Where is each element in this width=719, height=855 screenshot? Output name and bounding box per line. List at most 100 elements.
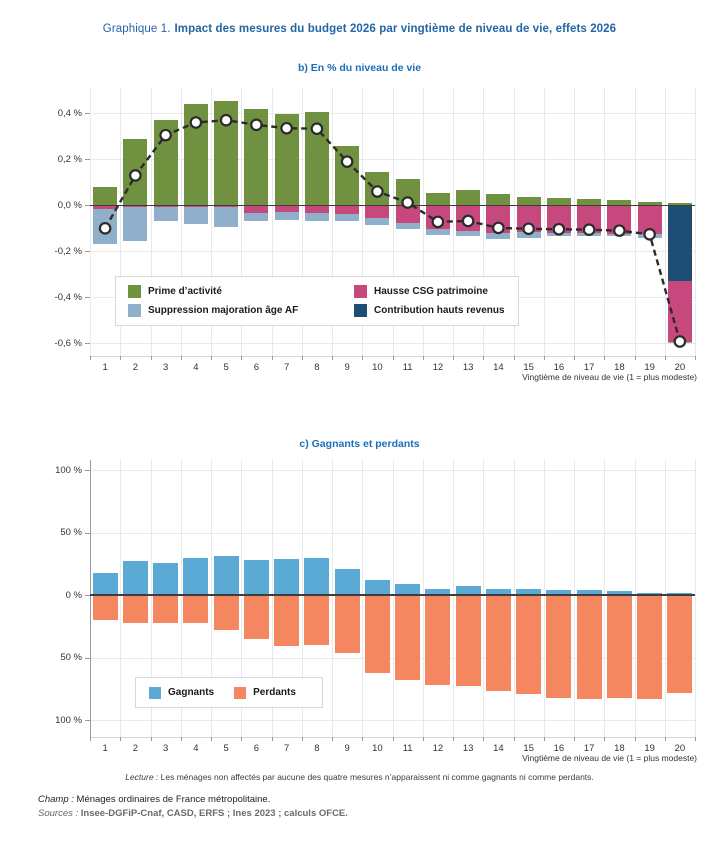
y-tick-label: -0,4 % <box>54 291 82 303</box>
hauts-revenus-swatch-icon <box>354 304 367 317</box>
bar-segment <box>455 586 481 595</box>
x-tick-label: 9 <box>344 743 350 754</box>
grid-line-vertical <box>695 460 696 737</box>
bar-segment <box>153 595 179 623</box>
x-axis-tick <box>211 356 212 360</box>
bar-segment <box>243 560 269 595</box>
x-axis-tick <box>241 356 243 360</box>
bar-segment <box>395 595 421 680</box>
grid-line-vertical <box>513 460 515 737</box>
y-tick-label: 0,2 % <box>57 153 82 165</box>
x-tick-label: 9 <box>344 362 350 373</box>
y-axis-tick <box>85 113 90 115</box>
x-tick-label: 8 <box>314 743 320 754</box>
grid-line-vertical <box>453 460 454 737</box>
bar-segment <box>576 590 602 595</box>
x-axis-tick <box>604 737 606 741</box>
x-tick-label: 20 <box>674 362 686 373</box>
champ-text: Ménages ordinaires de France métropolita… <box>73 794 271 805</box>
legend-item-majoration-af: Suppression majoration âge AF <box>128 304 354 317</box>
x-axis-tick <box>695 356 696 360</box>
grid-line-vertical <box>211 460 212 737</box>
x-tick-label: 10 <box>372 362 383 373</box>
x-axis-tick <box>120 737 122 741</box>
x-axis-tick <box>483 737 485 741</box>
bar-segment <box>92 572 118 595</box>
grid-line-vertical <box>483 460 485 737</box>
grid-line-horizontal <box>90 532 695 534</box>
x-tick-label: 18 <box>614 362 625 373</box>
grid-line-vertical <box>90 88 91 356</box>
x-axis-tick <box>422 737 424 741</box>
bar-segment <box>606 595 632 698</box>
bar-segment <box>183 557 209 595</box>
bar-segment <box>576 595 602 699</box>
x-tick-label: 11 <box>402 743 413 754</box>
x-tick-label: 11 <box>402 362 413 373</box>
y-axis-tick <box>85 470 90 471</box>
x-axis-tick <box>332 737 333 741</box>
x-tick-label: 1 <box>102 362 108 373</box>
bar-segment <box>485 595 511 692</box>
x-axis-tick <box>543 356 545 360</box>
bar-segment <box>364 595 390 673</box>
y-axis-tick <box>85 251 90 253</box>
legend-label-majoration-af: Suppression majoration âge AF <box>148 305 299 316</box>
x-tick-label: 17 <box>583 743 595 754</box>
grid-line-vertical <box>362 460 364 737</box>
x-axis-tick <box>271 356 273 360</box>
grid-line-vertical <box>634 460 636 737</box>
sources-note: Sources : Insee-DGFiP-Cnaf, CASD, ERFS ;… <box>38 808 348 819</box>
y-tick-label: 50 % <box>60 527 82 538</box>
legend-item-hauts-revenus: Contribution hauts revenus <box>354 304 518 317</box>
x-axis-tick <box>150 356 152 360</box>
grid-line-vertical <box>574 460 575 737</box>
chart-b-x-axis-label: Vingtième de niveau de vie (1 = plus mod… <box>522 372 697 382</box>
csg-patrimoine-swatch-icon <box>354 285 367 298</box>
x-axis-tick <box>241 737 243 741</box>
x-axis-tick <box>695 737 696 741</box>
y-axis-line <box>90 460 91 737</box>
perdants-swatch-icon <box>234 686 247 699</box>
x-tick-label: 12 <box>432 362 444 373</box>
y-axis-tick <box>85 205 90 207</box>
x-tick-label: 19 <box>644 362 655 373</box>
bar-segment <box>546 590 572 595</box>
bar-segment <box>243 595 269 639</box>
x-tick-label: 3 <box>162 743 169 754</box>
grid-line-vertical <box>392 460 394 737</box>
grid-line-horizontal <box>90 470 695 471</box>
x-axis-tick <box>180 356 182 360</box>
bar-segment <box>516 589 542 595</box>
grid-line-vertical <box>604 460 606 737</box>
legend-label-csg-patrimoine: Hausse CSG patrimoine <box>374 286 488 297</box>
bar-segment <box>516 595 542 694</box>
grid-line-vertical <box>543 460 545 737</box>
x-axis-tick <box>634 356 636 360</box>
x-tick-label: 8 <box>314 362 320 373</box>
bar-segment <box>153 562 179 595</box>
sources-text: Insee-DGFiP-Cnaf, CASD, ERFS ; Ines 2023… <box>78 808 348 819</box>
chart-b-legend: Prime d’activité Hausse CSG patrimoine S… <box>115 276 519 326</box>
bar-segment <box>637 595 663 699</box>
y-axis-tick <box>85 532 90 534</box>
grid-line-vertical <box>301 460 303 737</box>
figure-number-label: Graphique 1. <box>102 23 171 35</box>
y-tick-label: -0,2 % <box>54 245 82 257</box>
bar-segment <box>455 595 481 687</box>
x-tick-label: 7 <box>283 362 290 373</box>
legend-label-perdants: Perdants <box>253 687 296 698</box>
y-tick-label: 50 % <box>60 652 82 663</box>
x-axis-tick <box>664 737 666 741</box>
x-tick-label: 20 <box>674 743 686 754</box>
y-tick-label: 100 % <box>55 464 82 476</box>
y-axis-tick <box>85 657 90 659</box>
legend-label-hauts-revenus: Contribution hauts revenus <box>374 305 505 316</box>
x-tick-label: 17 <box>583 362 595 373</box>
bar-segment <box>183 595 209 623</box>
x-tick-label: 13 <box>462 362 474 373</box>
bar-segment <box>667 593 693 595</box>
x-tick-label: 15 <box>523 362 534 373</box>
